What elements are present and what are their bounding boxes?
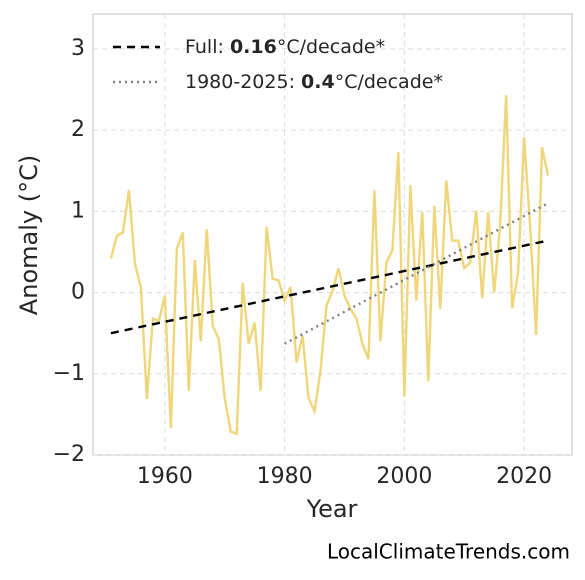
x-tick-label: 2000 [376,464,432,489]
legend-label: 1980-2025: 0.4°C/decade* [185,71,443,93]
watermark: LocalClimateTrends.com [327,540,570,564]
data-line [109,95,550,436]
y-tick-label: 2 [71,117,85,142]
legend-rate: 0.4 [301,71,335,93]
y-tick-label: 3 [71,36,85,61]
y-tick-label: −2 [53,442,85,467]
legend-unit: °C/decade* [277,36,385,58]
legend-prefix: Full: [185,36,224,58]
x-tick-label: 2020 [496,464,552,489]
legend-prefix: 1980-2025: [185,71,295,93]
x-axis-label: Year [306,495,358,523]
x-tick-label: 1980 [257,464,313,489]
trend-line [284,202,549,345]
legend-unit: °C/decade* [335,71,443,93]
y-tick-label: −1 [53,361,85,386]
legend-rate: 0.16 [230,36,277,58]
y-tick-label: 1 [71,198,85,223]
legend-label: Full: 0.16°C/decade* [185,36,385,58]
plot-frame [92,13,573,456]
y-tick-label: 0 [71,280,85,305]
y-axis-label: Anomaly (°C) [15,155,43,315]
x-tick-label: 1960 [137,464,193,489]
trend-line [110,239,549,335]
